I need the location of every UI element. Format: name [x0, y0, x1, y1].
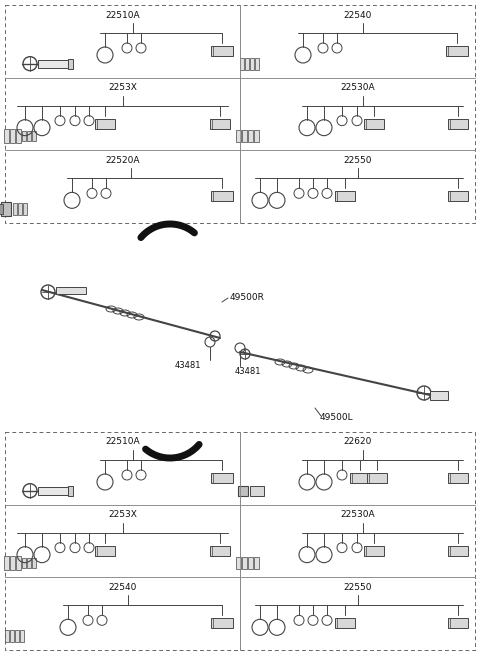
Bar [10, 129, 15, 143]
Text: 22530A: 22530A [340, 510, 375, 519]
Bar [16, 556, 21, 570]
Text: 22550: 22550 [343, 583, 372, 592]
Bar [95, 119, 115, 129]
Bar [364, 119, 384, 129]
Bar [22, 558, 26, 568]
Bar [364, 546, 384, 556]
Bar [236, 558, 241, 569]
Bar [335, 619, 355, 628]
Bar [23, 203, 27, 215]
Bar [27, 131, 31, 141]
Bar [248, 131, 253, 142]
Text: 49500R: 49500R [230, 293, 265, 302]
Bar [32, 131, 36, 141]
Bar [4, 129, 9, 143]
Text: 22510A: 22510A [105, 10, 140, 20]
Bar [448, 473, 468, 483]
Bar [68, 485, 73, 496]
Bar [10, 556, 15, 570]
Bar [210, 546, 230, 556]
Text: 22620: 22620 [343, 438, 372, 447]
Bar [248, 558, 253, 569]
Bar [238, 485, 248, 496]
Bar [10, 630, 14, 642]
Bar [430, 391, 448, 400]
Bar [250, 485, 264, 496]
Text: 22520A: 22520A [105, 156, 140, 165]
Bar [20, 630, 24, 642]
Bar [22, 131, 26, 141]
Bar [446, 46, 468, 56]
Bar [236, 131, 241, 142]
Bar [16, 129, 21, 143]
Bar [210, 119, 230, 129]
Bar [32, 558, 36, 568]
Bar [4, 556, 9, 570]
Bar [13, 203, 17, 215]
Bar [5, 5, 475, 223]
Bar [254, 558, 259, 569]
Bar [38, 487, 68, 495]
Bar [254, 131, 259, 142]
Bar [250, 58, 254, 70]
Text: 22510A: 22510A [105, 438, 140, 447]
Bar [68, 58, 73, 69]
Bar [448, 546, 468, 556]
Bar [15, 630, 19, 642]
Bar [245, 58, 249, 70]
Bar [1, 202, 11, 216]
Text: 43481: 43481 [235, 367, 261, 377]
Bar [27, 558, 31, 568]
Bar [38, 60, 68, 68]
Bar [18, 203, 22, 215]
Bar [335, 192, 355, 201]
Text: 49500L: 49500L [320, 413, 354, 422]
Bar [242, 131, 247, 142]
Bar [448, 192, 468, 201]
Bar [211, 473, 233, 483]
Bar [255, 58, 259, 70]
Bar [350, 473, 370, 483]
Bar [211, 46, 233, 56]
Text: 22530A: 22530A [340, 83, 375, 92]
Bar [0, 204, 3, 214]
Bar [211, 619, 233, 628]
Bar [448, 119, 468, 129]
Bar [5, 630, 9, 642]
Text: 22550: 22550 [343, 156, 372, 165]
Bar [95, 546, 115, 556]
Bar [211, 192, 233, 201]
Text: 2253X: 2253X [108, 83, 137, 92]
Bar [56, 287, 86, 294]
Text: 22540: 22540 [343, 10, 372, 20]
Text: 22540: 22540 [108, 583, 137, 592]
Bar [5, 432, 475, 650]
Bar [242, 558, 247, 569]
Bar [240, 58, 244, 70]
Bar [448, 619, 468, 628]
Text: 43481: 43481 [175, 361, 201, 371]
Text: 2253X: 2253X [108, 510, 137, 519]
Bar [367, 473, 387, 483]
